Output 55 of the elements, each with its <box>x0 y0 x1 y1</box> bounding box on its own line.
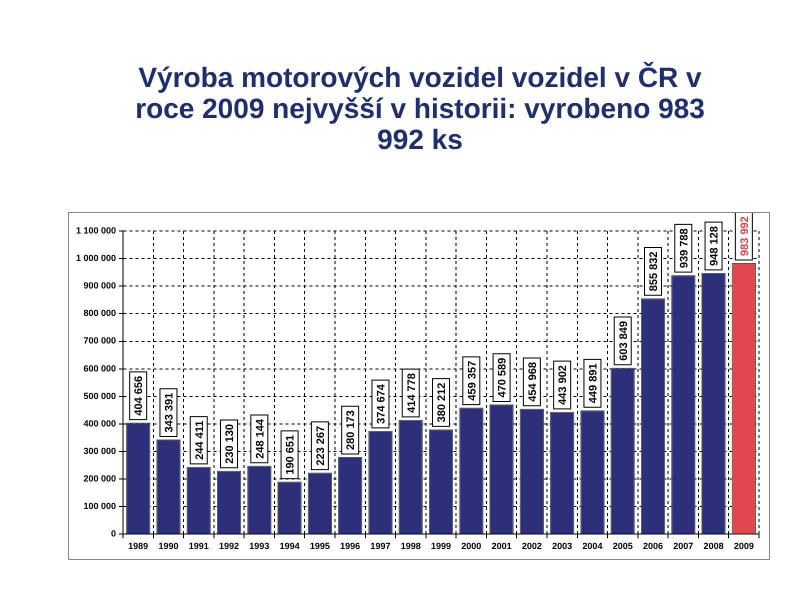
data-label: 983 992 <box>738 216 751 256</box>
x-tick-label: 2007 <box>673 541 694 552</box>
data-label: 190 651 <box>284 434 297 475</box>
x-tick-label: 1989 <box>128 541 148 552</box>
x-tick-label: 2009 <box>734 541 754 552</box>
x-tick-label: 2008 <box>704 541 724 552</box>
x-tick-label: 2000 <box>461 541 482 552</box>
y-tick-label: 500 000 <box>83 390 116 401</box>
data-label: 230 130 <box>224 424 236 464</box>
data-label: 380 212 <box>436 382 448 422</box>
data-label: 404 656 <box>133 376 146 416</box>
x-tick-label: 1996 <box>340 541 360 552</box>
data-label: 948 128 <box>708 226 721 266</box>
x-tick-label: 1993 <box>249 541 270 552</box>
y-tick-label: 600 000 <box>83 363 116 374</box>
x-tick-label: 2001 <box>492 541 512 552</box>
data-label: 414 778 <box>406 373 418 413</box>
data-label: 443 902 <box>557 365 570 405</box>
x-tick-label: 2005 <box>612 541 633 552</box>
x-tick-label: 1997 <box>370 541 390 552</box>
data-label: 459 357 <box>466 360 478 401</box>
y-tick-label: 100 000 <box>83 501 116 512</box>
y-tick-label: 1 000 000 <box>76 253 116 264</box>
x-tick-label: 1990 <box>158 541 178 552</box>
y-tick-label: 200 000 <box>83 474 116 484</box>
x-tick-label: 1991 <box>188 541 209 552</box>
x-tick-label: 1992 <box>219 541 240 552</box>
y-tick-label: 0 <box>111 528 116 539</box>
data-label: 470 589 <box>496 358 509 398</box>
data-label: 939 788 <box>678 228 690 268</box>
data-label: 449 891 <box>587 363 600 404</box>
x-tick-label: 1994 <box>280 541 300 552</box>
x-tick-label: 2004 <box>582 541 602 552</box>
x-tick-label: 2006 <box>642 541 664 552</box>
data-label: 454 968 <box>526 362 539 402</box>
data-label: 374 674 <box>375 383 388 424</box>
data-label: 223 267 <box>314 426 327 466</box>
y-tick-label: 1 100 000 <box>76 225 116 236</box>
data-label: 244 411 <box>194 420 206 460</box>
y-tick-label: 300 000 <box>83 446 116 456</box>
y-tick-label: 800 000 <box>83 308 116 318</box>
x-tick-label: 1995 <box>310 541 330 552</box>
data-label: 280 173 <box>345 410 358 450</box>
data-label: 855 832 <box>648 252 660 292</box>
x-tick-label: 2003 <box>552 541 572 552</box>
data-label: 603 849 <box>618 320 630 361</box>
y-tick-label: 400 000 <box>83 418 116 428</box>
y-tick-label: 900 000 <box>83 280 116 291</box>
data-label: 343 391 <box>163 392 176 433</box>
y-tick-label: 700 000 <box>83 336 116 346</box>
x-tick-label: 2002 <box>522 541 542 552</box>
data-label: 248 144 <box>254 418 266 459</box>
chart-title: Výroba motorových vozidel vozidel v ČR v roce 2009 nejvyšší v historii: vyrobeno 983 992 ks <box>134 62 706 155</box>
x-tick-label: 1998 <box>400 541 421 552</box>
x-tick-label: 1999 <box>431 541 452 552</box>
